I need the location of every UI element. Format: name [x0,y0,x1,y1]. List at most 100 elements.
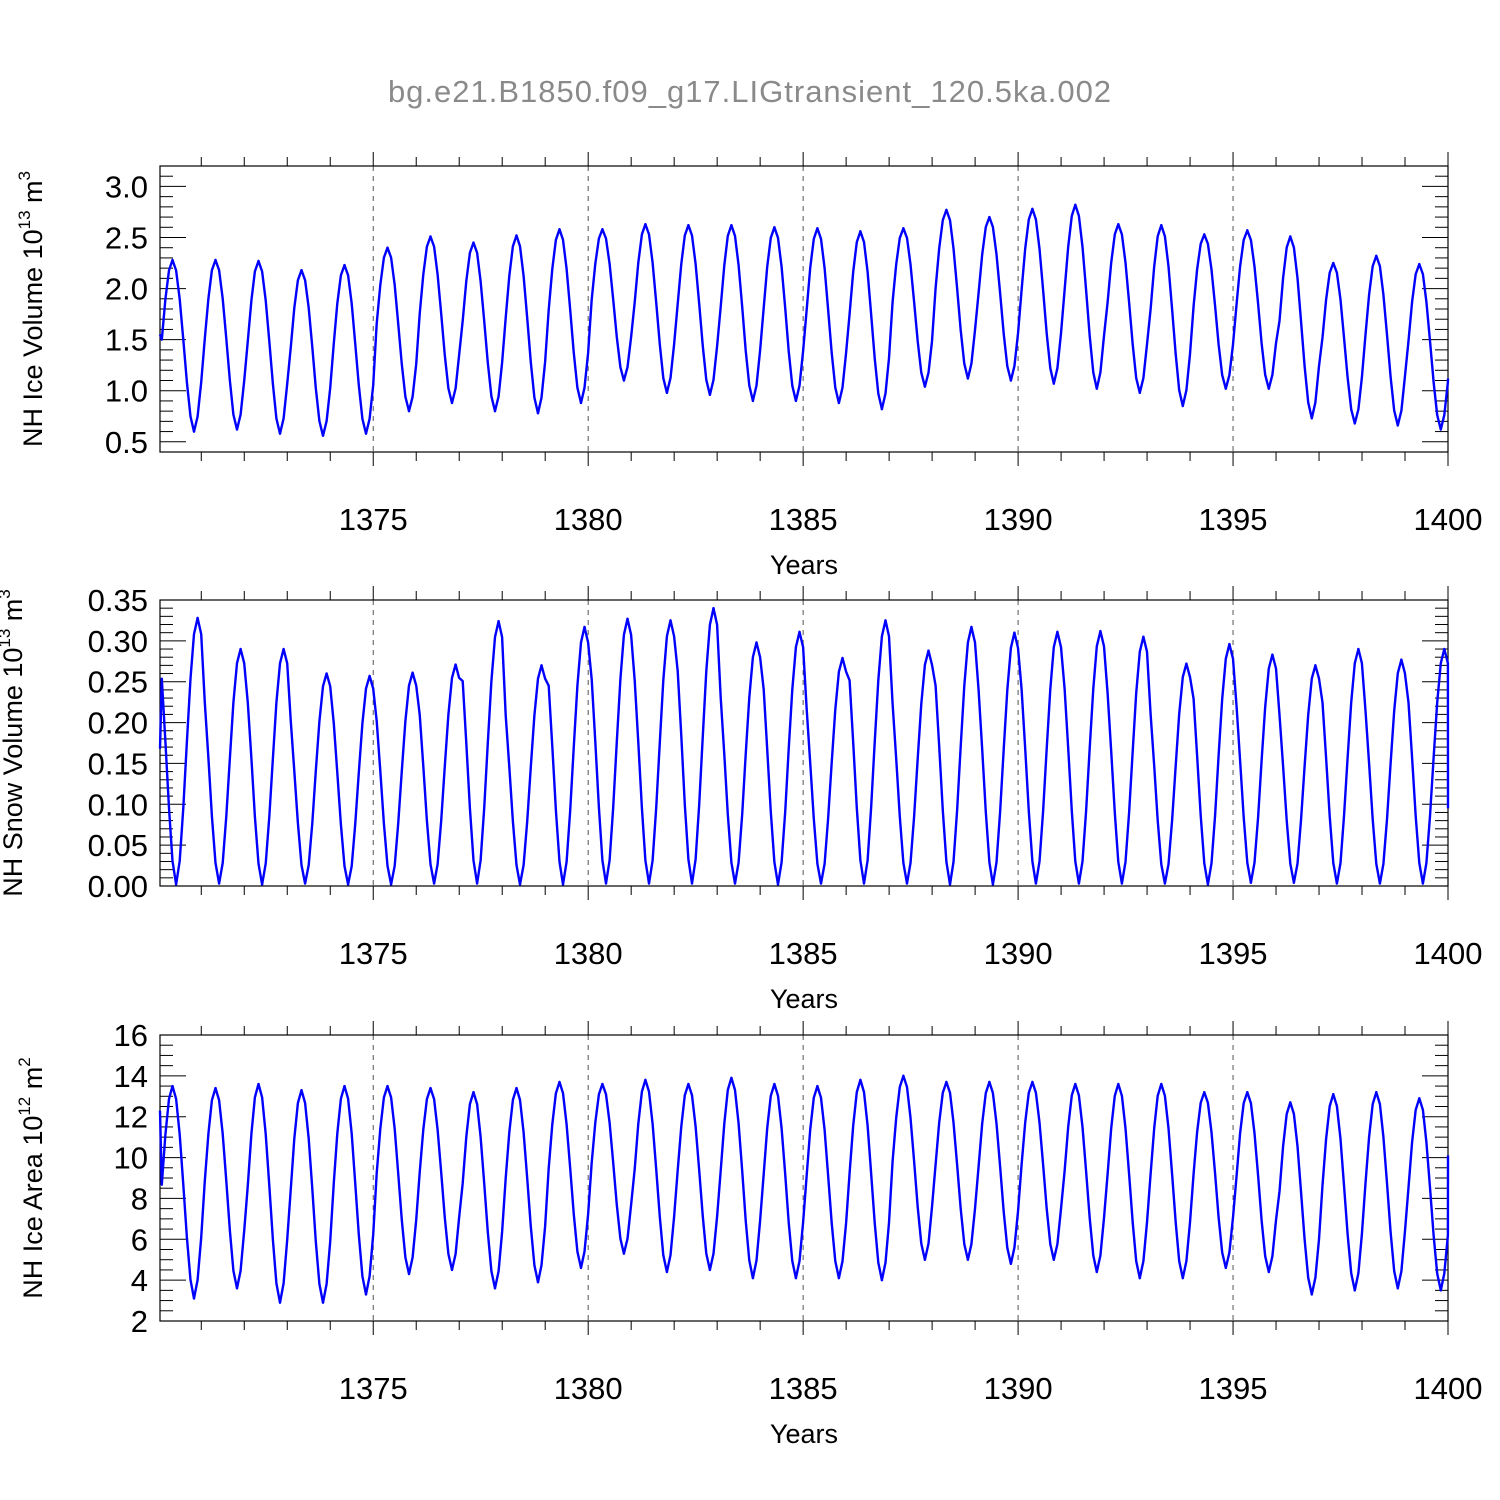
y-axis-title: NH Ice Area 1012 m2 [15,1057,48,1298]
annual-min-point [923,1258,927,1261]
annual-max-point [171,258,174,262]
annual-max-point [1418,1097,1421,1100]
annual-max-point [257,1082,260,1086]
y-axis-title-ylabel-exp: 13 [15,210,34,229]
x-tick-label: 1385 [769,502,838,537]
annual-min-point [966,1258,970,1261]
annual-min-point [991,883,995,886]
annual-max-point [300,268,303,272]
annual-max-point [257,259,260,263]
annual-min-point [1120,882,1124,885]
annual-min-point [321,1301,325,1304]
annual-min-point [1224,387,1228,390]
annual-max-point [171,1084,174,1088]
y-axis-title-ylabel-unit-exp: 2 [15,1057,34,1066]
annual-max-point [239,647,242,651]
annual-min-point [174,883,178,886]
y-axis-title-ylabel-exp: 12 [15,1097,34,1116]
annual-max-point [626,617,629,620]
annual-max-point [386,1084,389,1088]
y-tick-label: 0.15 [88,746,148,781]
annual-max-point [798,630,801,634]
annual-max-point [1117,223,1120,226]
annual-max-point [1056,630,1059,634]
annual-min-point [622,379,626,382]
annual-max-point [884,619,887,622]
annual-max-point [687,1082,690,1086]
annual-max-point [1031,207,1034,211]
y-tick-label: 0.00 [88,869,148,904]
annual-min-point [1163,882,1167,885]
y-tick-label: 4 [131,1263,148,1298]
annual-max-point [214,258,217,262]
annual-min-point [665,1270,669,1274]
y-tick-label: 0.35 [88,583,148,618]
annual-min-point [1224,1266,1228,1270]
x-tick-label: 1380 [554,1371,623,1406]
annual-max-point [429,235,432,238]
annual-min-point [751,1276,755,1280]
annual-max-point [1074,203,1077,207]
annual-min-point [1292,881,1296,884]
annual-min-point [966,377,970,380]
annual-min-point [450,401,454,405]
annual-min-point [475,882,479,885]
annual-max-point [558,228,561,231]
series-line [158,1074,1450,1304]
y-tick-label: 1.0 [105,374,148,409]
annual-min-point [1138,391,1142,394]
annual-max-point [1203,1091,1206,1094]
annual-max-point [300,1088,303,1092]
y-tick-label: 0.10 [88,787,148,822]
annual-min-point [690,882,694,885]
annual-min-point [1353,1289,1356,1292]
x-axis-title: Years [770,550,838,580]
annual-max-point [1314,664,1317,667]
x-tick-label: 1390 [984,936,1053,971]
x-tick-label: 1400 [1414,936,1483,971]
y-tick-label: 10 [114,1141,148,1176]
x-tick-label: 1385 [769,1371,838,1406]
annual-max-point [1013,631,1016,634]
annual-min-point [536,1280,540,1284]
annual-max-point [386,246,389,249]
annual-min-point [1310,417,1313,420]
annual-max-point [411,671,414,674]
annual-max-point [988,215,991,219]
x-tick-label: 1395 [1199,502,1268,537]
annual-max-point [1418,262,1421,266]
annual-min-point [880,407,884,411]
annual-max-point [644,1078,647,1082]
y-axis-title-ylabel: NH Ice Area 10 [18,1116,48,1299]
annual-max-point [325,672,328,675]
y-tick-label: 6 [131,1222,148,1257]
annual-min-point [389,883,393,886]
y-tick-label: 0.20 [88,706,148,741]
annual-min-point [1095,387,1099,390]
annual-max-point [1099,629,1102,633]
annual-min-point [1396,424,1399,427]
annual-max-point [1160,1082,1163,1086]
y-axis-title-ylabel-exp: 13 [0,629,14,648]
annual-max-point [1160,224,1163,227]
annual-max-point [515,234,518,237]
annual-max-point [1289,1101,1292,1104]
y-tick-label: 0.30 [88,624,148,659]
annual-min-point [217,882,221,885]
series-line [158,203,1450,437]
annual-max-point [497,620,500,623]
x-tick-label: 1375 [339,1371,408,1406]
y-tick-label: 16 [114,1018,148,1053]
annual-min-point [1378,882,1382,885]
x-tick-label: 1375 [339,502,408,537]
annual-max-point [282,647,285,651]
annual-min-point [794,1276,798,1280]
annual-min-point [905,882,909,885]
annual-max-point [1246,229,1249,232]
plot-frame [159,1034,1449,1322]
annual-min-point [1267,1270,1271,1274]
x-tick-label: 1400 [1414,1371,1483,1406]
annual-max-point [816,227,819,230]
annual-max-point [773,226,776,229]
y-axis-title-ylabel: NH Ice Volume 10 [18,229,48,447]
